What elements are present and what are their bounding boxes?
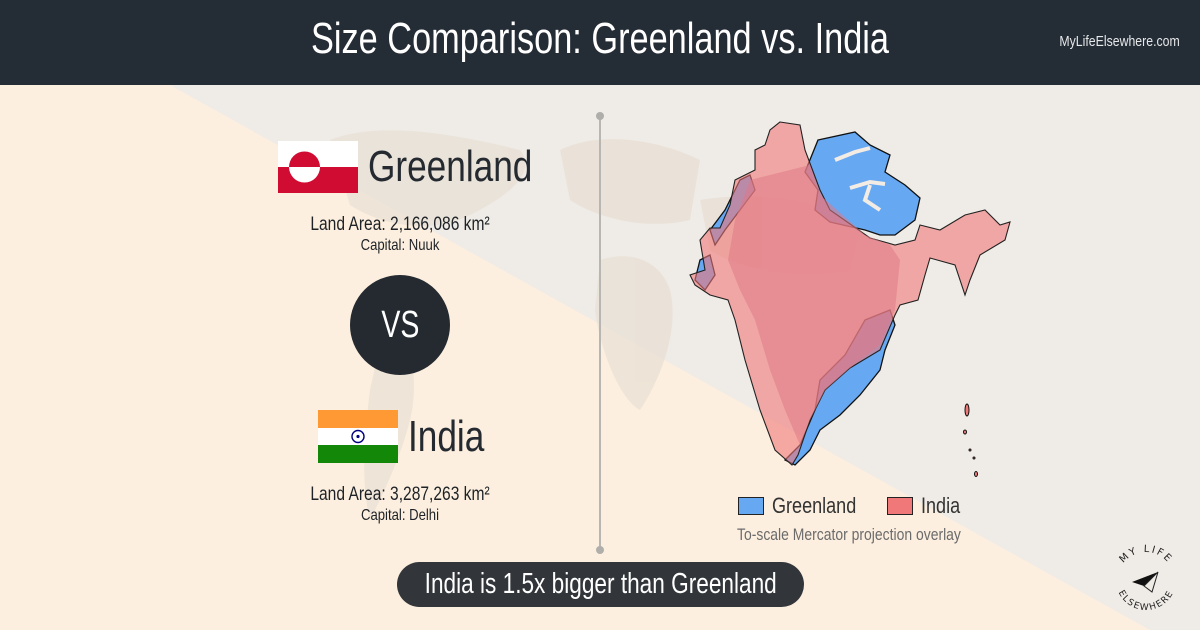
- country-name: India: [408, 411, 485, 461]
- legend-label-india: India: [920, 493, 960, 518]
- vs-label: VS: [380, 303, 420, 346]
- india-stats: Land Area: 3,287,263 km² Capital: Delhi: [250, 484, 550, 525]
- paper-plane-icon: [1132, 571, 1159, 593]
- capital: Capital: Delhi: [360, 507, 440, 524]
- logo-top-text: MY LIFE: [1118, 544, 1173, 566]
- land-area: Land Area: 3,287,263 km²: [310, 484, 490, 505]
- greenland-stats: Land Area: 2,166,086 km² Capital: Nuuk: [250, 214, 550, 255]
- svg-text:ELSEWHERE: ELSEWHERE: [1116, 589, 1176, 613]
- legend-label-greenland: Greenland: [772, 493, 857, 518]
- land-area: Land Area: 2,166,086 km²: [310, 214, 490, 235]
- divider-dot-bottom: [596, 546, 604, 554]
- divider-dot-top: [596, 112, 604, 120]
- india-flag-icon: [318, 410, 398, 463]
- country-greenland-heading: Greenland: [278, 141, 573, 193]
- summary-text: India is 1.5x bigger than Greenland: [424, 568, 777, 600]
- greenland-flag-icon: [278, 141, 358, 193]
- header-bar: Size Comparison: Greenland vs. India MyL…: [0, 0, 1200, 85]
- india-swatch-icon: [886, 497, 913, 515]
- overlay-map: [689, 121, 1011, 477]
- map-legend: Greenland India: [738, 493, 968, 519]
- map-caption: To-scale Mercator projection overlay: [737, 525, 961, 544]
- divider-line: [599, 116, 601, 550]
- my-life-elsewhere-logo: MY LIFE ELSEWHERE: [1116, 544, 1176, 613]
- country-name: Greenland: [368, 142, 533, 191]
- page-title: Size Comparison: Greenland vs. India: [310, 14, 890, 63]
- vs-badge: VS: [350, 275, 450, 375]
- capital: Capital: Nuuk: [360, 237, 440, 254]
- summary-badge: India is 1.5x bigger than Greenland: [397, 562, 804, 607]
- svg-text:MY LIFE: MY LIFE: [1118, 544, 1175, 566]
- country-india-heading: India: [318, 410, 503, 463]
- logo-bottom-text: ELSEWHERE: [1116, 589, 1175, 613]
- brand-link[interactable]: MyLifeElsewhere.com: [1059, 33, 1180, 50]
- greenland-swatch-icon: [738, 497, 764, 515]
